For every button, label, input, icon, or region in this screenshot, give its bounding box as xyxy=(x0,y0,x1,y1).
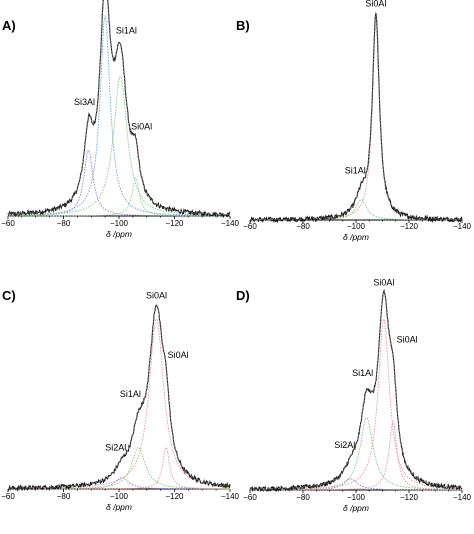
fitted-spectrum xyxy=(7,304,231,489)
peak-label: Si0Al xyxy=(365,0,386,9)
x-tick-label: −140 xyxy=(221,492,240,501)
x-tick-label: −100 xyxy=(347,222,366,231)
x-tick-label: −140 xyxy=(453,493,472,502)
peak-label: Si0Al xyxy=(146,291,167,301)
component-peak-3 xyxy=(7,75,231,216)
component-peak-2 xyxy=(7,14,230,216)
component-peak-3 xyxy=(249,318,463,490)
component-peak-2 xyxy=(249,417,462,491)
x-tick-label: −60 xyxy=(243,222,257,231)
x-tick-label: −60 xyxy=(243,493,257,502)
component-peak-1 xyxy=(250,199,462,221)
peak-label: Si0Al xyxy=(168,350,189,360)
component-peak-1 xyxy=(250,478,462,491)
component-peak-1 xyxy=(7,149,230,217)
x-axis-label: δ /ppm xyxy=(106,502,132,512)
x-axis-label: δ /ppm xyxy=(343,503,369,513)
x-axis-label: δ /ppm xyxy=(343,232,369,242)
x-tick-label: −60 xyxy=(1,219,15,228)
peak-label: Si1Al xyxy=(352,368,373,378)
x-tick-label: −80 xyxy=(57,219,71,228)
component-peak-4 xyxy=(8,177,230,217)
peak-label: Si3Al xyxy=(74,97,95,107)
x-tick-label: −120 xyxy=(165,492,184,501)
peak-label: Si2Al xyxy=(105,443,126,453)
x-tick-label: −140 xyxy=(221,219,240,228)
peak-label: Si1Al xyxy=(345,166,366,176)
panel-letter: D) xyxy=(236,288,250,303)
panel-4: −60 −80 −100 −120 −140 δ /ppm D) Si2Al Si1Al Si0A… xyxy=(236,277,472,513)
experimental-spectrum xyxy=(249,288,463,493)
component-peak-4 xyxy=(250,420,462,491)
peak-label: Si0Al xyxy=(131,121,152,131)
panel-letter: A) xyxy=(2,18,16,33)
x-tick-label: −100 xyxy=(110,492,129,501)
peak-label: Si2Al xyxy=(334,440,355,450)
panel-letter: B) xyxy=(236,18,250,33)
peak-label: Si1Al xyxy=(116,26,137,36)
x-tick-label: −80 xyxy=(296,493,310,502)
fitted-spectrum xyxy=(249,290,463,490)
x-tick-label: −140 xyxy=(453,222,472,231)
x-axis-label: δ /ppm xyxy=(106,229,132,239)
peak-label: Si1Al xyxy=(120,389,141,399)
x-tick-label: −60 xyxy=(1,492,15,501)
x-tick-label: −120 xyxy=(165,219,184,228)
x-tick-label: −100 xyxy=(110,219,129,228)
peak-label: Si0Al xyxy=(397,334,418,344)
experimental-spectrum xyxy=(7,0,231,219)
peak-label: Si0Al xyxy=(373,277,394,287)
experimental-spectrum xyxy=(249,12,463,224)
panel-2: −60 −80 −100 −120 −140 δ /ppm B) Si1Al Si0Al xyxy=(236,0,472,242)
x-tick-label: −120 xyxy=(400,493,419,502)
x-tick-label: −120 xyxy=(400,222,419,231)
component-peak-2 xyxy=(250,16,463,221)
x-tick-label: −100 xyxy=(347,493,366,502)
x-tick-label: −80 xyxy=(296,222,310,231)
x-tick-label: −80 xyxy=(57,492,71,501)
panel-letter: C) xyxy=(2,288,16,303)
fitted-spectrum xyxy=(249,12,463,221)
panel-3: −60 −80 −100 −120 −140 δ /ppm C) Si2Al Si1Al Si0A… xyxy=(1,288,239,512)
component-peak-4 xyxy=(8,446,230,490)
